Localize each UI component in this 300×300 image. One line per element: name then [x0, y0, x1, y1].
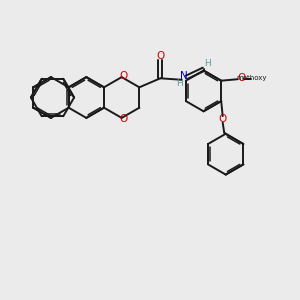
Text: H: H [204, 59, 211, 68]
Text: N: N [180, 71, 187, 81]
Text: O: O [237, 73, 245, 83]
Text: O: O [219, 114, 227, 124]
Text: O: O [156, 51, 164, 61]
Text: H: H [176, 79, 183, 88]
Text: O: O [119, 114, 127, 124]
Text: methoxy: methoxy [236, 75, 266, 81]
Text: O: O [119, 70, 127, 81]
